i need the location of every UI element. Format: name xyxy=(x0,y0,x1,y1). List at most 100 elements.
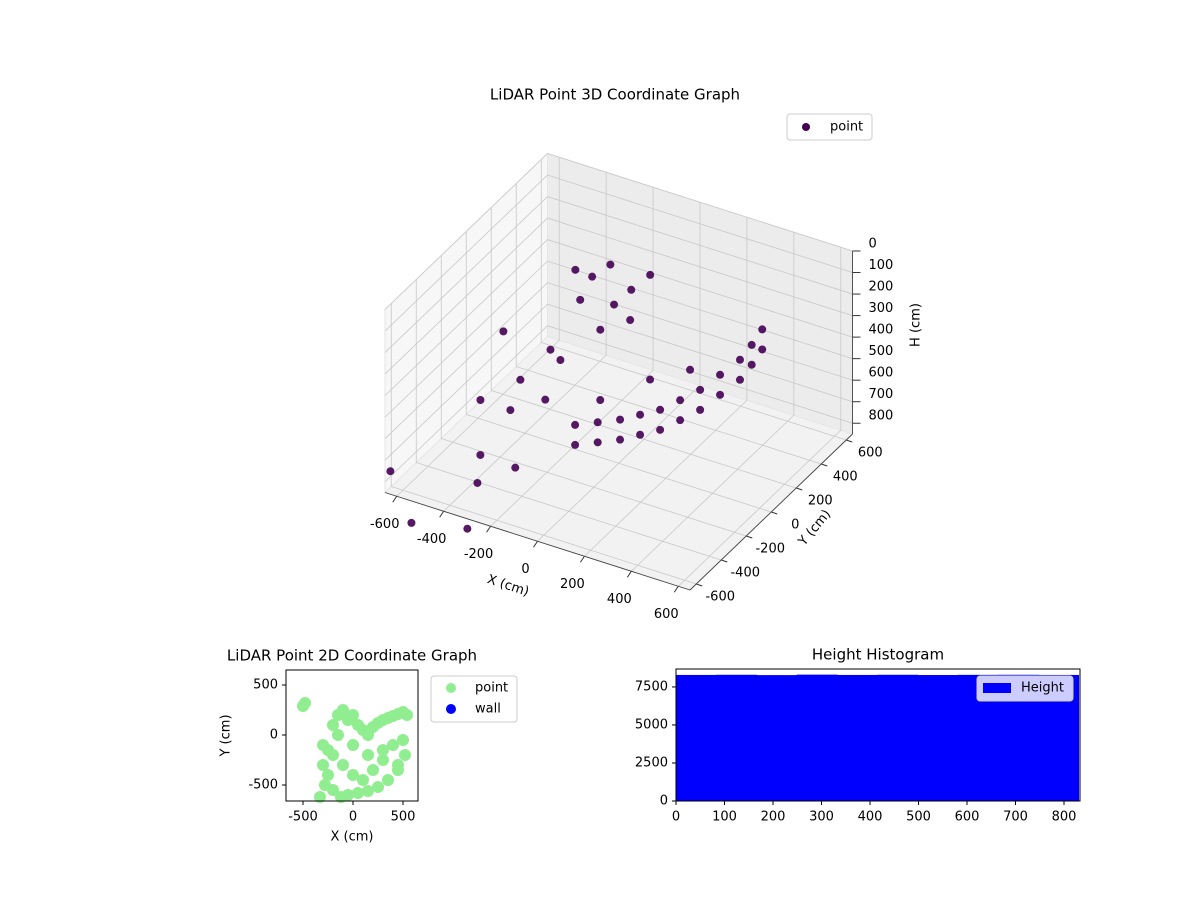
x-tick-label: 600 xyxy=(955,810,980,825)
x-tick-label: -400 xyxy=(417,532,447,547)
grid-line xyxy=(384,196,853,353)
legend-marker xyxy=(983,683,1011,693)
point xyxy=(656,405,665,414)
z-tick-label: 600 xyxy=(869,366,894,381)
chart-title: LiDAR Point 3D Coordinate Graph xyxy=(490,86,740,104)
x-tick xyxy=(580,555,585,563)
point xyxy=(676,416,685,425)
point xyxy=(317,739,329,751)
bar xyxy=(796,674,838,801)
grid-line xyxy=(384,153,853,310)
point xyxy=(347,769,359,781)
grid-line xyxy=(677,247,842,587)
point xyxy=(347,709,359,721)
point xyxy=(626,316,635,325)
z-tick-label: 500 xyxy=(869,344,894,359)
bar xyxy=(676,674,717,801)
point xyxy=(686,365,695,374)
legend-marker xyxy=(802,123,810,131)
point xyxy=(571,265,580,274)
x-tick xyxy=(392,495,398,503)
grid-line xyxy=(384,174,853,332)
point xyxy=(463,524,472,533)
y-tick xyxy=(821,463,828,467)
point xyxy=(317,759,329,771)
point xyxy=(636,410,645,419)
x-tick xyxy=(533,540,538,548)
grid-line xyxy=(515,183,822,465)
x-tick-label: 700 xyxy=(1003,810,1028,825)
y-tick xyxy=(771,511,778,515)
y-tick-label: 600 xyxy=(858,446,883,461)
point xyxy=(541,395,550,404)
point xyxy=(392,759,404,771)
point xyxy=(327,719,339,731)
grid-line xyxy=(490,207,797,489)
point xyxy=(401,709,413,721)
x-tick-label: 600 xyxy=(654,607,679,622)
y-tick-label: 0 xyxy=(270,728,278,743)
point xyxy=(337,704,349,716)
point xyxy=(499,327,508,336)
point xyxy=(556,356,565,365)
y-tick xyxy=(696,583,703,587)
point xyxy=(646,375,655,384)
bar xyxy=(756,675,798,801)
axes-frame xyxy=(675,668,1081,802)
point xyxy=(588,272,597,281)
x-tick-label: 100 xyxy=(712,810,737,825)
bar xyxy=(716,674,758,801)
point xyxy=(352,787,364,799)
bar xyxy=(837,674,878,801)
y-tick-label: -400 xyxy=(730,566,760,581)
point xyxy=(716,370,725,379)
y-tick-label: 7500 xyxy=(635,679,668,694)
x-tick-label: 200 xyxy=(560,577,585,592)
x-tick xyxy=(439,510,445,518)
point xyxy=(357,774,369,786)
y-tick-label: 2500 xyxy=(635,755,668,770)
x-tick xyxy=(673,585,679,593)
point xyxy=(382,774,394,786)
grid-line xyxy=(415,279,722,561)
point xyxy=(696,385,705,394)
z-tick-label: 800 xyxy=(869,409,894,424)
point xyxy=(735,375,744,384)
x-axis-label: X (cm) xyxy=(331,830,374,845)
legend-box xyxy=(786,113,873,141)
point xyxy=(397,734,409,746)
point xyxy=(387,739,399,751)
point xyxy=(372,781,384,793)
x-tick-label: 200 xyxy=(761,810,786,825)
point xyxy=(593,418,602,427)
grid-line xyxy=(584,217,748,557)
z-tick-label: 100 xyxy=(869,258,894,273)
point xyxy=(367,764,379,776)
point xyxy=(616,415,625,424)
point xyxy=(327,749,339,761)
grid-line xyxy=(384,239,853,396)
point xyxy=(676,396,685,405)
grid-line xyxy=(631,232,795,572)
point xyxy=(332,729,344,741)
point xyxy=(696,405,705,414)
legend-label: point xyxy=(830,120,863,135)
x-tick-label: 400 xyxy=(607,592,632,607)
point xyxy=(646,270,655,279)
point xyxy=(511,463,520,472)
legend-marker xyxy=(446,683,456,693)
grid-line xyxy=(540,159,847,441)
y-tick-label: 0 xyxy=(660,794,668,809)
point xyxy=(606,260,615,269)
y-tick-label: 5000 xyxy=(635,717,668,732)
point xyxy=(758,345,767,354)
point xyxy=(616,435,625,444)
chart-title: LiDAR Point 2D Coordinate Graph xyxy=(227,647,477,665)
grid-line xyxy=(384,217,853,375)
point xyxy=(473,478,482,487)
point xyxy=(593,438,602,447)
axes-frame xyxy=(285,669,419,802)
point xyxy=(476,450,485,459)
x-tick-label: -200 xyxy=(464,547,494,562)
